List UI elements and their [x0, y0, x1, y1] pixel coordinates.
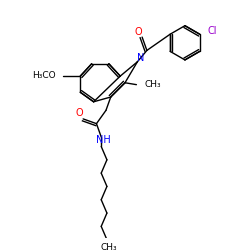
Text: H₃CO: H₃CO [32, 71, 56, 80]
Text: O: O [134, 27, 142, 37]
Text: Cl: Cl [207, 26, 217, 36]
Text: CH₃: CH₃ [145, 80, 162, 89]
Text: N: N [136, 53, 144, 63]
Text: NH: NH [96, 135, 110, 145]
Text: CH₃: CH₃ [100, 243, 117, 250]
Text: O: O [76, 108, 83, 118]
